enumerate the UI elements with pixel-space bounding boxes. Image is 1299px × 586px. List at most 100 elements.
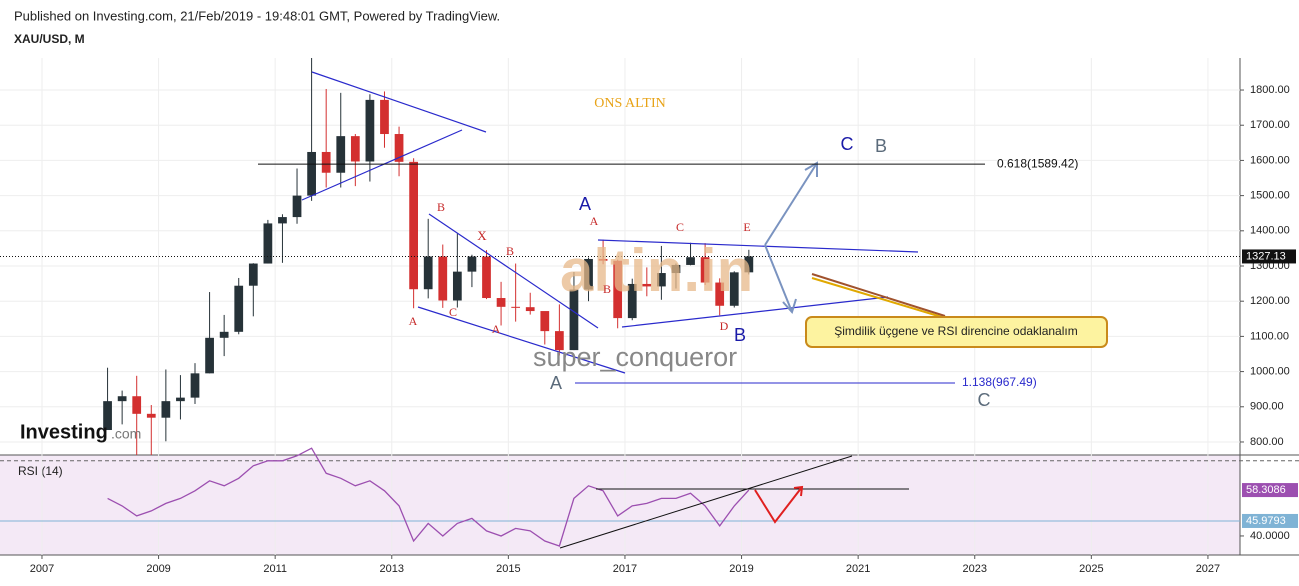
candle-body bbox=[336, 136, 346, 173]
candle-body bbox=[409, 161, 418, 290]
rsi-value-label: 58.3086 bbox=[1246, 484, 1286, 496]
candle-body bbox=[496, 298, 506, 307]
rsi-level-box bbox=[1242, 513, 1298, 528]
wave-label: B bbox=[506, 244, 514, 258]
fib-label: 1.138(967.49) bbox=[962, 375, 1037, 389]
candle-body bbox=[190, 373, 200, 398]
x-tick-label: 2023 bbox=[963, 563, 987, 575]
candle-body bbox=[569, 289, 579, 351]
rsi-level-label: 45.9793 bbox=[1246, 515, 1286, 527]
arrow bbox=[764, 244, 793, 313]
watermark: altin.in bbox=[560, 237, 753, 304]
candle-body bbox=[278, 217, 287, 224]
arrow-head bbox=[782, 298, 797, 314]
x-tick-label: 2019 bbox=[729, 563, 753, 575]
callout-box bbox=[805, 316, 1108, 348]
x-tick-label: 2007 bbox=[30, 563, 54, 575]
candle-body bbox=[657, 273, 666, 287]
x-tick-label: 2009 bbox=[146, 563, 170, 575]
candle-body bbox=[263, 223, 273, 264]
wave-label: A bbox=[590, 214, 599, 228]
candle-body bbox=[365, 99, 375, 162]
candle-body bbox=[161, 401, 171, 418]
candle-body bbox=[321, 151, 331, 173]
wave-label: C bbox=[449, 305, 457, 319]
trend-line bbox=[428, 213, 599, 329]
y-tick-label: 1100.00 bbox=[1250, 330, 1289, 342]
x-tick-label: 2027 bbox=[1196, 563, 1220, 575]
wave-label: D bbox=[720, 319, 729, 333]
trend-line bbox=[311, 71, 487, 133]
y-tick-label: 1500.00 bbox=[1250, 190, 1290, 202]
y-tick-label: 1600.00 bbox=[1250, 154, 1290, 166]
arrow bbox=[764, 162, 818, 246]
published-note: Published on Investing.com, 21/Feb/2019 … bbox=[14, 8, 500, 23]
candle-body bbox=[248, 263, 258, 286]
trend-line bbox=[301, 129, 463, 201]
candle-body bbox=[452, 271, 462, 301]
wave-label: A bbox=[492, 322, 501, 336]
y-tick-label: 40.0000 bbox=[1250, 530, 1290, 542]
candle-body bbox=[423, 256, 433, 290]
callout-pointer bbox=[811, 273, 946, 317]
candle-body bbox=[525, 307, 535, 312]
candle-body bbox=[176, 397, 185, 402]
candle-body bbox=[132, 396, 142, 414]
candle-body bbox=[219, 331, 229, 338]
candle-body bbox=[467, 256, 477, 272]
wave-label: C bbox=[841, 134, 854, 154]
y-tick-label: 800.00 bbox=[1250, 436, 1284, 448]
x-tick-label: 2011 bbox=[263, 563, 287, 575]
candle-body bbox=[380, 99, 389, 135]
trend-line bbox=[621, 296, 889, 328]
wave-label: B bbox=[875, 136, 887, 156]
candle-body bbox=[554, 331, 564, 351]
trend-line bbox=[417, 306, 626, 374]
candle-body bbox=[350, 136, 360, 162]
rsi-arrow-head bbox=[793, 485, 804, 497]
last-price-label: 1327.13 bbox=[1246, 250, 1286, 262]
x-tick-label: 2015 bbox=[496, 563, 520, 575]
candle-body bbox=[729, 272, 739, 306]
y-tick-label: 1200.00 bbox=[1250, 295, 1290, 307]
candle-body bbox=[394, 134, 404, 162]
wave-label: C bbox=[676, 220, 684, 234]
candle-body bbox=[671, 264, 681, 274]
y-tick-label: 1700.00 bbox=[1250, 119, 1290, 131]
heading: ONS ALTIN bbox=[594, 96, 665, 111]
rsi-trend-line bbox=[559, 455, 853, 549]
trend-line bbox=[597, 239, 919, 253]
candle-body bbox=[482, 256, 491, 299]
candle-body bbox=[686, 257, 695, 265]
wave-label: E bbox=[743, 220, 750, 234]
candle-body bbox=[103, 401, 112, 431]
series-layer bbox=[0, 58, 1299, 555]
candle-body bbox=[307, 151, 316, 196]
candle-body bbox=[511, 306, 521, 308]
candle-body bbox=[744, 256, 754, 273]
wave-label: A bbox=[579, 194, 591, 214]
y-tick-label: 1800.00 bbox=[1250, 84, 1290, 96]
author: super_conqueror bbox=[533, 342, 737, 372]
rsi-arrow bbox=[754, 486, 803, 524]
drawings: Şimdilik üçgene ve RSI direncine odaklan… bbox=[20, 71, 1108, 549]
x-tick-label: 2025 bbox=[1079, 563, 1103, 575]
y-tick-label: 900.00 bbox=[1250, 401, 1284, 413]
candle-body bbox=[438, 256, 448, 301]
candle-body bbox=[234, 285, 244, 332]
symbol: XAU/USD, M bbox=[14, 32, 85, 46]
callout-text: Şimdilik üçgene ve RSI direncine odaklan… bbox=[834, 324, 1077, 338]
wave-label: B bbox=[603, 282, 611, 296]
rsi-line bbox=[107, 447, 750, 547]
logo-suffix: .com bbox=[111, 426, 141, 442]
wave-label: A bbox=[550, 373, 562, 393]
candle-body bbox=[613, 260, 623, 319]
wave-label: B bbox=[734, 325, 746, 345]
x-tick-label: 2017 bbox=[613, 563, 637, 575]
candle-body bbox=[584, 258, 593, 290]
x-tick-label: 2013 bbox=[380, 563, 404, 575]
arrow-head bbox=[804, 161, 818, 177]
candle-body bbox=[146, 413, 156, 418]
fib-label: 0.618(1589.42) bbox=[997, 156, 1078, 170]
